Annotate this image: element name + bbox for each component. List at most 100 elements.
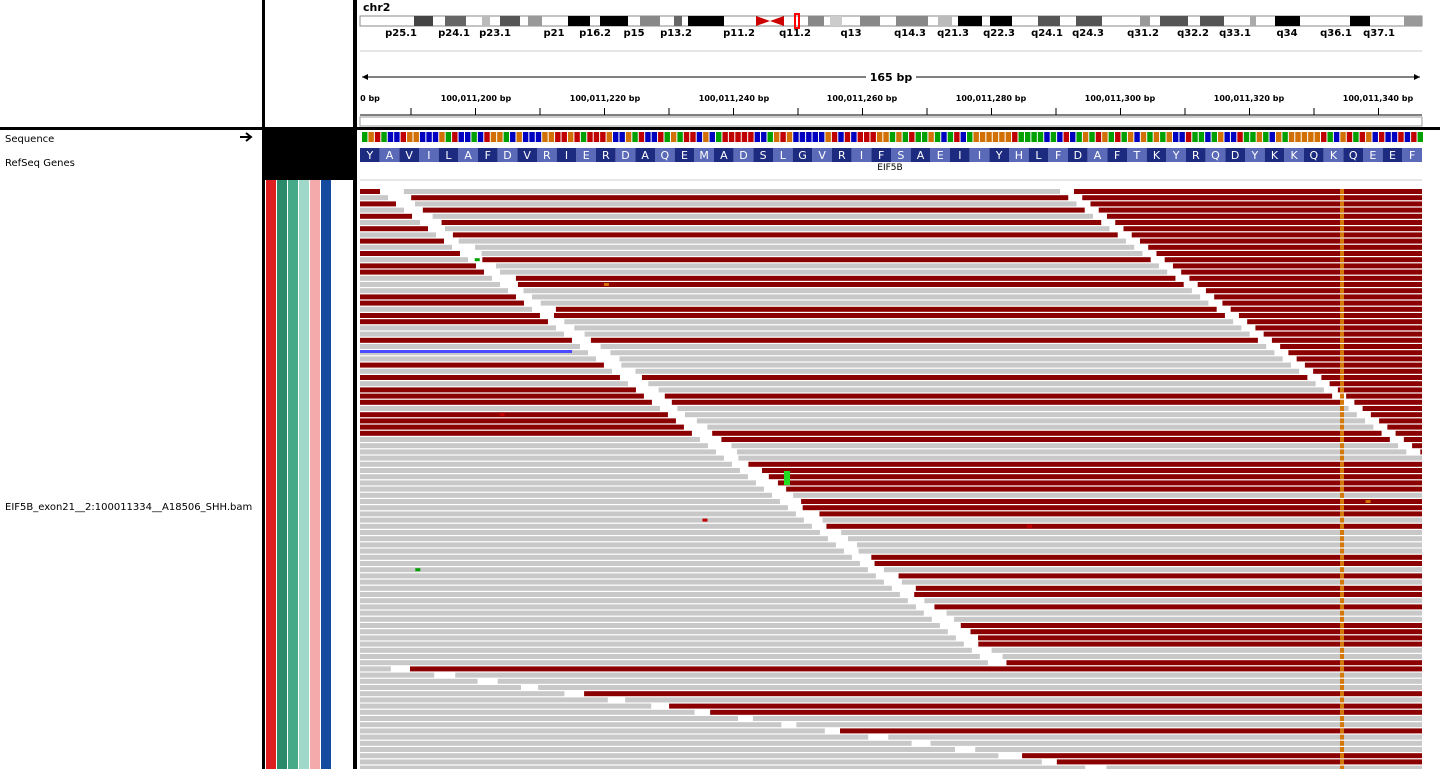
read <box>360 722 782 728</box>
variant <box>1340 585 1344 591</box>
band <box>414 16 433 26</box>
variant <box>1340 244 1344 250</box>
codon <box>655 148 675 162</box>
amino-acid: R <box>838 149 846 162</box>
variant <box>1340 753 1344 759</box>
ruler-label: 100,011,300 bp <box>1085 94 1156 103</box>
track-name: EIF5B_exon21__2:100011334__A18506_SHH.ba… <box>5 502 252 513</box>
base <box>921 132 928 142</box>
base <box>1308 132 1314 142</box>
base <box>497 132 503 142</box>
base <box>1166 132 1172 142</box>
band <box>1350 16 1370 26</box>
read <box>360 300 524 306</box>
read <box>360 610 924 616</box>
base <box>1205 132 1211 142</box>
read <box>360 753 999 759</box>
codon <box>556 148 577 162</box>
base <box>973 132 979 142</box>
read <box>360 623 940 628</box>
base <box>1275 132 1282 142</box>
read <box>360 747 955 752</box>
variant <box>1340 660 1344 666</box>
read <box>360 592 900 597</box>
read <box>762 468 1422 473</box>
read <box>360 232 436 238</box>
read <box>1106 765 1422 771</box>
variant <box>1340 424 1344 430</box>
variant <box>1340 517 1344 523</box>
base <box>876 132 883 142</box>
variant <box>1340 765 1344 771</box>
variant <box>1340 232 1344 238</box>
read <box>360 598 908 604</box>
base <box>696 132 703 142</box>
strand-arrow[interactable] <box>240 132 253 142</box>
band <box>1250 16 1256 26</box>
codon <box>1186 148 1206 162</box>
read <box>1022 753 1422 759</box>
mismatch <box>1027 524 1033 528</box>
read <box>360 455 724 461</box>
cytoband-label: p15 <box>623 28 644 39</box>
base <box>677 132 683 142</box>
variant <box>1340 548 1344 554</box>
base <box>625 132 632 142</box>
cytoband-label: q14.3 <box>894 28 926 39</box>
read <box>360 430 692 436</box>
base <box>516 132 522 142</box>
read <box>736 449 1407 455</box>
base <box>632 132 638 142</box>
ruler-label: 100,011,320 bp <box>1214 94 1285 103</box>
band <box>500 16 520 26</box>
codon <box>1264 148 1285 162</box>
read <box>360 629 948 635</box>
variant <box>1340 523 1344 529</box>
read <box>360 604 916 610</box>
read <box>458 238 1126 244</box>
variant <box>1340 399 1344 405</box>
read <box>915 585 1422 591</box>
variant <box>1340 542 1344 548</box>
read <box>555 306 1217 312</box>
cytoband-label: p13.2 <box>660 28 692 39</box>
read <box>554 313 1225 318</box>
base <box>381 132 387 142</box>
read <box>975 747 1422 752</box>
variant <box>1340 579 1344 585</box>
codon <box>1382 148 1403 162</box>
band <box>528 16 542 26</box>
read <box>360 275 492 281</box>
read <box>452 232 1118 238</box>
base <box>490 132 497 142</box>
mismatch <box>702 518 708 522</box>
amino-acid: D <box>503 149 511 162</box>
variant <box>1340 337 1344 343</box>
codon <box>694 148 714 162</box>
base <box>709 132 715 142</box>
base <box>464 132 471 142</box>
band <box>990 16 1012 26</box>
amino-acid: A <box>917 149 925 162</box>
codon <box>714 148 734 162</box>
band <box>896 16 928 26</box>
divider <box>262 0 265 769</box>
variant <box>1340 412 1344 418</box>
base <box>400 132 407 142</box>
read <box>360 393 644 399</box>
read <box>1181 269 1422 275</box>
base <box>999 132 1005 142</box>
base <box>1378 132 1385 142</box>
variant <box>1340 207 1344 213</box>
cytoband-label: q24.1 <box>1031 28 1063 39</box>
codon <box>812 148 832 162</box>
attribute <box>299 180 309 769</box>
read <box>669 703 1422 709</box>
band <box>600 16 628 26</box>
read <box>1156 251 1422 256</box>
band <box>688 16 724 26</box>
base <box>1301 132 1308 142</box>
base <box>947 132 954 142</box>
codon <box>733 148 754 162</box>
